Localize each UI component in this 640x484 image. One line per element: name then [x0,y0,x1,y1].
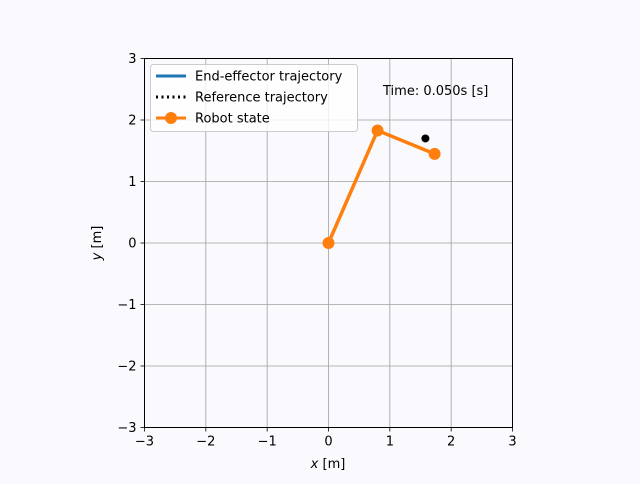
x-axis-label: x [m] [310,457,346,472]
legend: End-effector trajectory Reference trajec… [150,64,358,132]
y-tick-label: 2 [128,114,136,129]
y-tick-label: −2 [117,360,136,375]
y-tick-label: 1 [128,175,136,190]
x-tick-label: 2 [447,435,455,450]
y-tick-label: 0 [128,237,136,252]
y-tick-label: 3 [128,52,136,67]
legend-label-reference: Reference trajectory [195,91,328,106]
legend-box [150,64,358,132]
x-tick-label: −1 [258,435,277,450]
legend-marker-robot-state [165,112,177,124]
reference-point [421,134,430,143]
y-tick-label: −3 [117,421,136,436]
time-annotation: Time: 0.050s [s] [382,84,488,99]
x-tick-label: 1 [386,435,394,450]
robot-joint-marker [428,147,441,160]
legend-label-end-effector: End-effector trajectory [195,70,343,85]
x-tick-label: 0 [324,435,332,450]
x-tick-label: 3 [508,435,516,450]
legend-label-robot-state: Robot state [195,112,270,127]
x-tick-label: −3 [135,435,154,450]
robot-joint-marker [322,237,335,249]
ticks: −3 −2 −1 0 1 2 3 −3 −2 −1 0 1 2 3 [117,52,516,450]
y-axis-label: y [m] [90,226,105,262]
robot-joint-marker [371,124,384,137]
y-tick-label: −1 [117,298,136,313]
x-tick-label: −2 [196,435,215,450]
axes-frame [144,58,513,428]
plot-area [322,124,441,249]
